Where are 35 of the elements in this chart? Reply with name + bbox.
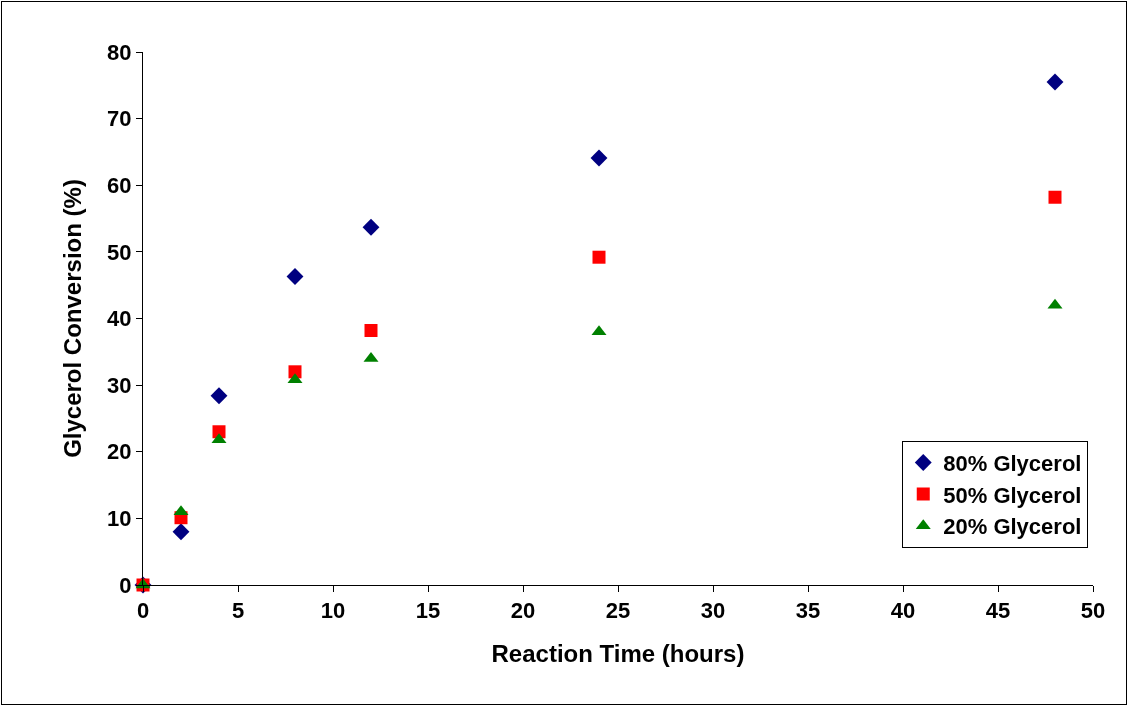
y-tick-label: 80 (107, 39, 132, 65)
point (592, 250, 606, 264)
x-tick-label: 0 (136, 598, 150, 624)
y-tick-label: 60 (107, 172, 132, 198)
point (364, 323, 378, 337)
y-tick-label: 10 (107, 506, 132, 532)
y-axis-title: Glycerol Conversion (%) (59, 179, 87, 458)
point (1046, 73, 1064, 91)
x-tick-label: 30 (700, 598, 726, 624)
y-tick-label: 30 (107, 372, 132, 398)
legend-label: 20% Glycerol (943, 514, 1082, 540)
legend-label: 80% Glycerol (943, 451, 1082, 477)
x-tick-label: 25 (605, 598, 631, 624)
x-tick-label: 40 (890, 598, 916, 624)
point (362, 218, 380, 236)
x-tick-label: 35 (795, 598, 821, 624)
x-tick-label: 45 (985, 598, 1011, 624)
y-tick-label: 50 (107, 239, 132, 265)
x-tick-label: 50 (1080, 598, 1106, 624)
x-tick-label: 10 (320, 598, 346, 624)
point (288, 365, 302, 379)
point (590, 149, 608, 167)
legend-label: 50% Glycerol (943, 482, 1082, 508)
point (210, 387, 228, 405)
x-tick-label: 5 (231, 598, 245, 624)
y-tick-label: 70 (107, 106, 132, 132)
y-tick-label: 20 (107, 439, 132, 465)
x-tick-label: 15 (415, 598, 441, 624)
point (286, 268, 304, 285)
point (1048, 190, 1062, 204)
x-axis-title: Reaction Time (hours) (491, 639, 745, 667)
y-tick-label: 40 (107, 306, 132, 332)
point (172, 523, 190, 541)
y-tick-label: 0 (119, 572, 132, 598)
x-tick-label: 20 (510, 598, 536, 624)
